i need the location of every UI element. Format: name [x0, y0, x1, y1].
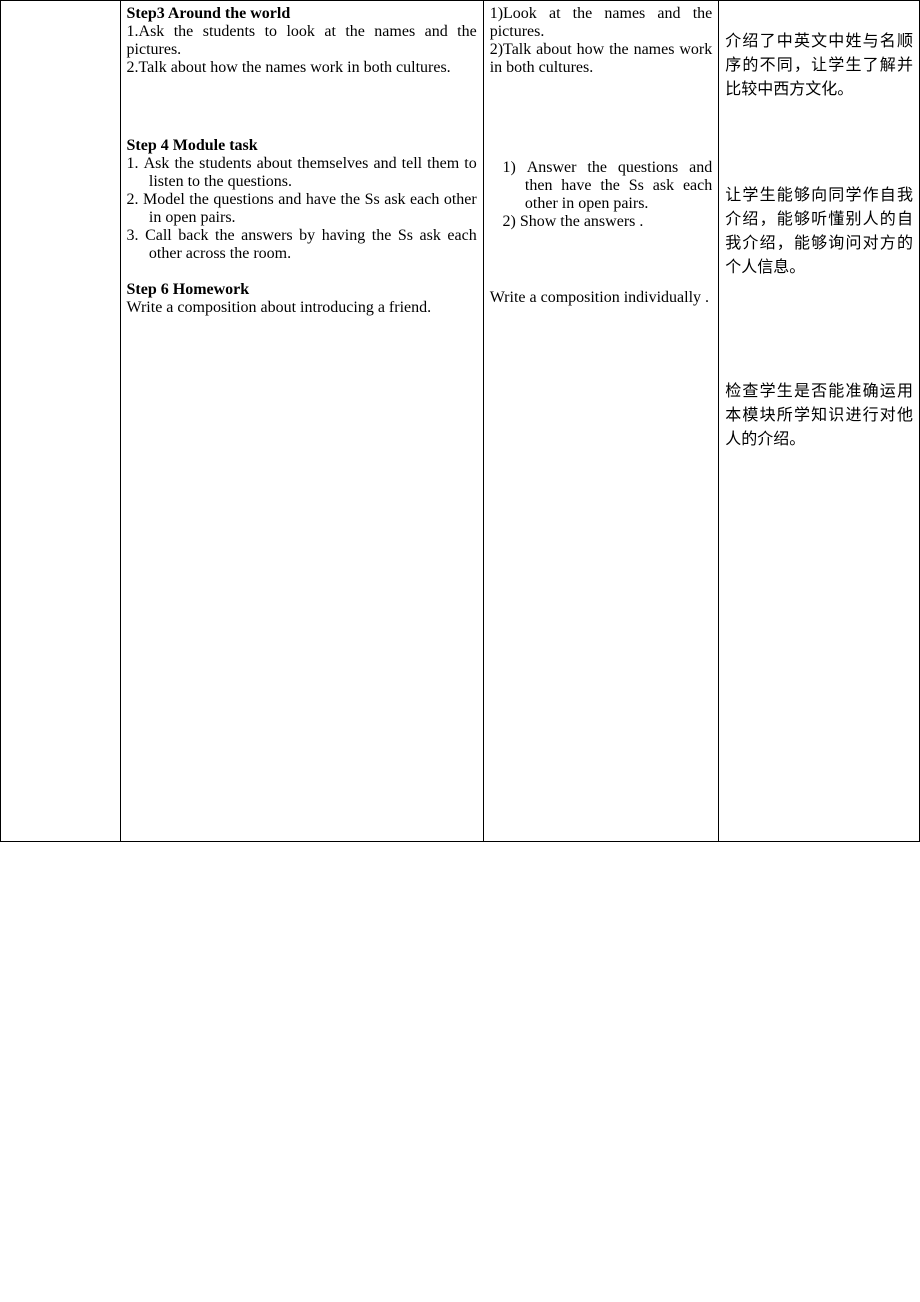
note-cell: 介绍了中英文中姓与名顺序的不同，让学生了解并比较中西方文化。 让学生能够向同学作…	[719, 1, 920, 842]
step3-title: Step3 Around the world	[127, 5, 477, 23]
teacher-activity-cell: Step3 Around the world 1.Ask the student…	[120, 1, 483, 842]
step4-teacher-1-num: 1.	[127, 155, 139, 172]
step4-student-2-text: Show the answers .	[520, 213, 644, 230]
step4-student-1: 1) Answer the questions and then have th…	[490, 159, 713, 213]
step4-student-1-text: Answer the questions and then have the S…	[525, 159, 712, 212]
step3-teacher-1: 1.Ask the students to look at the names …	[127, 23, 477, 59]
step4-teacher-3: 3. Call back the answers by having the S…	[127, 227, 477, 263]
lesson-table: Step3 Around the world 1.Ask the student…	[0, 0, 920, 842]
step6-teacher-block: Step 6 Homework Write a composition abou…	[127, 281, 477, 317]
step4-note: 让学生能够向同学作自我介绍，能够听懂别人的自我介绍，能够询问对方的个人信息。	[725, 181, 913, 277]
table-row: Step3 Around the world 1.Ask the student…	[1, 1, 920, 842]
step6-student-block: Write a composition individually .	[490, 289, 713, 307]
step3-note: 介绍了中英文中姓与名顺序的不同，让学生了解并比较中西方文化。	[725, 27, 913, 99]
page: Step3 Around the world 1.Ask the student…	[0, 0, 920, 842]
col-left-empty	[1, 1, 121, 842]
step4-teacher-2-text: Model the questions and have the Ss ask …	[143, 191, 477, 226]
step3-teacher-2: 2.Talk about how the names work in both …	[127, 59, 477, 77]
step4-teacher-1-text: Ask the students about themselves and te…	[144, 155, 477, 190]
step4-student-2-num: 2)	[503, 213, 516, 230]
step4-teacher-3-num: 3.	[127, 227, 139, 244]
step4-student-block: 1) Answer the questions and then have th…	[490, 159, 713, 231]
step4-teacher-1: 1. Ask the students about themselves and…	[127, 155, 477, 191]
step3-student-1: 1)Look at the names and the pictures.	[490, 5, 713, 41]
student-activity-cell: 1)Look at the names and the pictures. 2)…	[483, 1, 719, 842]
step4-teacher-3-text: Call back the answers by having the Ss a…	[145, 227, 477, 262]
step6-student: Write a composition individually .	[490, 289, 713, 307]
step6-note: 检查学生是否能准确运用本模块所学知识进行对他人的介绍。	[725, 377, 913, 449]
step4-teacher-2-num: 2.	[127, 191, 139, 208]
step6-title: Step 6 Homework	[127, 281, 477, 299]
step4-student-1-num: 1)	[503, 159, 516, 176]
step6-teacher: Write a composition about introducing a …	[127, 299, 477, 317]
step3-student-2: 2)Talk about how the names work in both …	[490, 41, 713, 77]
step4-student-2: 2) Show the answers .	[490, 213, 713, 231]
step3-teacher-block: Step3 Around the world 1.Ask the student…	[127, 5, 477, 77]
step3-student-block: 1)Look at the names and the pictures. 2)…	[490, 5, 713, 77]
step4-teacher-2: 2. Model the questions and have the Ss a…	[127, 191, 477, 227]
step4-teacher-block: Step 4 Module task 1. Ask the students a…	[127, 137, 477, 263]
step4-title: Step 4 Module task	[127, 137, 477, 155]
